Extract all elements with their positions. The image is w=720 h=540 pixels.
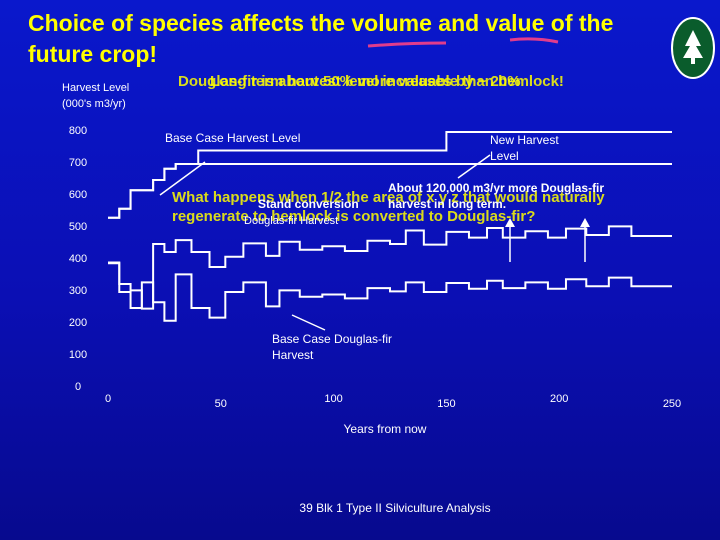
base-case-df-pointer-line	[291, 314, 326, 331]
question-annotation: What happens when 1/2 the area of x y z …	[172, 189, 605, 225]
pen-underline-1	[367, 41, 447, 48]
y-tick-label: 400	[68, 253, 88, 265]
volume-arrow-2-head	[580, 218, 590, 227]
forest-service-seal-logo	[671, 17, 715, 79]
y-axis-label: Harvest Level (000's m3/yr)	[62, 82, 130, 110]
y-tick-label: 700	[68, 157, 88, 169]
x-tick-label: 100	[324, 393, 343, 405]
y-tick-label: 0	[74, 381, 82, 393]
more-volume-annotation: About 120,000 m3/yr more Douglas-fir har…	[388, 181, 605, 211]
x-axis-label: Years from now	[343, 422, 427, 436]
annotation-arrows	[159, 154, 590, 331]
series-layer	[108, 131, 672, 322]
x-tick-label: 250	[662, 398, 682, 410]
x-tick-label: 150	[437, 398, 456, 410]
headline-value-annotation: Douglas-fir is about 50% more valuable t…	[178, 73, 564, 90]
slide-title: Choice of species affects the volume and…	[28, 10, 614, 67]
douglas-fir-harvest-label: Douglas-fir Harvest	[244, 215, 339, 227]
series-line-douglas-fir-harvest	[108, 225, 672, 310]
base-case-pointer-line	[159, 161, 206, 196]
stand-conversion-label: Stand conversion	[258, 197, 359, 211]
y-tick-label: 100	[68, 349, 88, 361]
y-tick-label: 500	[68, 221, 88, 233]
y-tick-label: 200	[68, 317, 88, 329]
volume-arrow-1-head	[505, 218, 515, 227]
pen-underline-2	[509, 37, 559, 44]
new-harvest-pointer-line	[457, 154, 491, 179]
x-tick-label: 200	[550, 393, 569, 405]
base-case-harvest-label: Base Case Harvest Level	[165, 131, 301, 145]
new-harvest-label: New Harvest Level	[490, 133, 559, 163]
x-tick-label: 50	[214, 398, 227, 410]
y-tick-label: 600	[68, 189, 88, 201]
x-tick-label: 0	[104, 393, 112, 405]
series-line-base-case-douglas-fir-harvest	[108, 262, 672, 322]
headline-volume-annotation: Long term harvest level increases by ~ 2…	[210, 73, 521, 90]
pen-underline-marks	[367, 37, 559, 48]
series-line-new-harvest-level	[108, 131, 672, 219]
y-tick-label: 300	[68, 285, 88, 297]
slide-footer: 39 Blk 1 Type II Silviculture Analysis	[299, 501, 491, 515]
base-case-df-label: Base Case Douglas-fir Harvest	[272, 332, 393, 362]
y-tick-label: 800	[68, 125, 88, 137]
